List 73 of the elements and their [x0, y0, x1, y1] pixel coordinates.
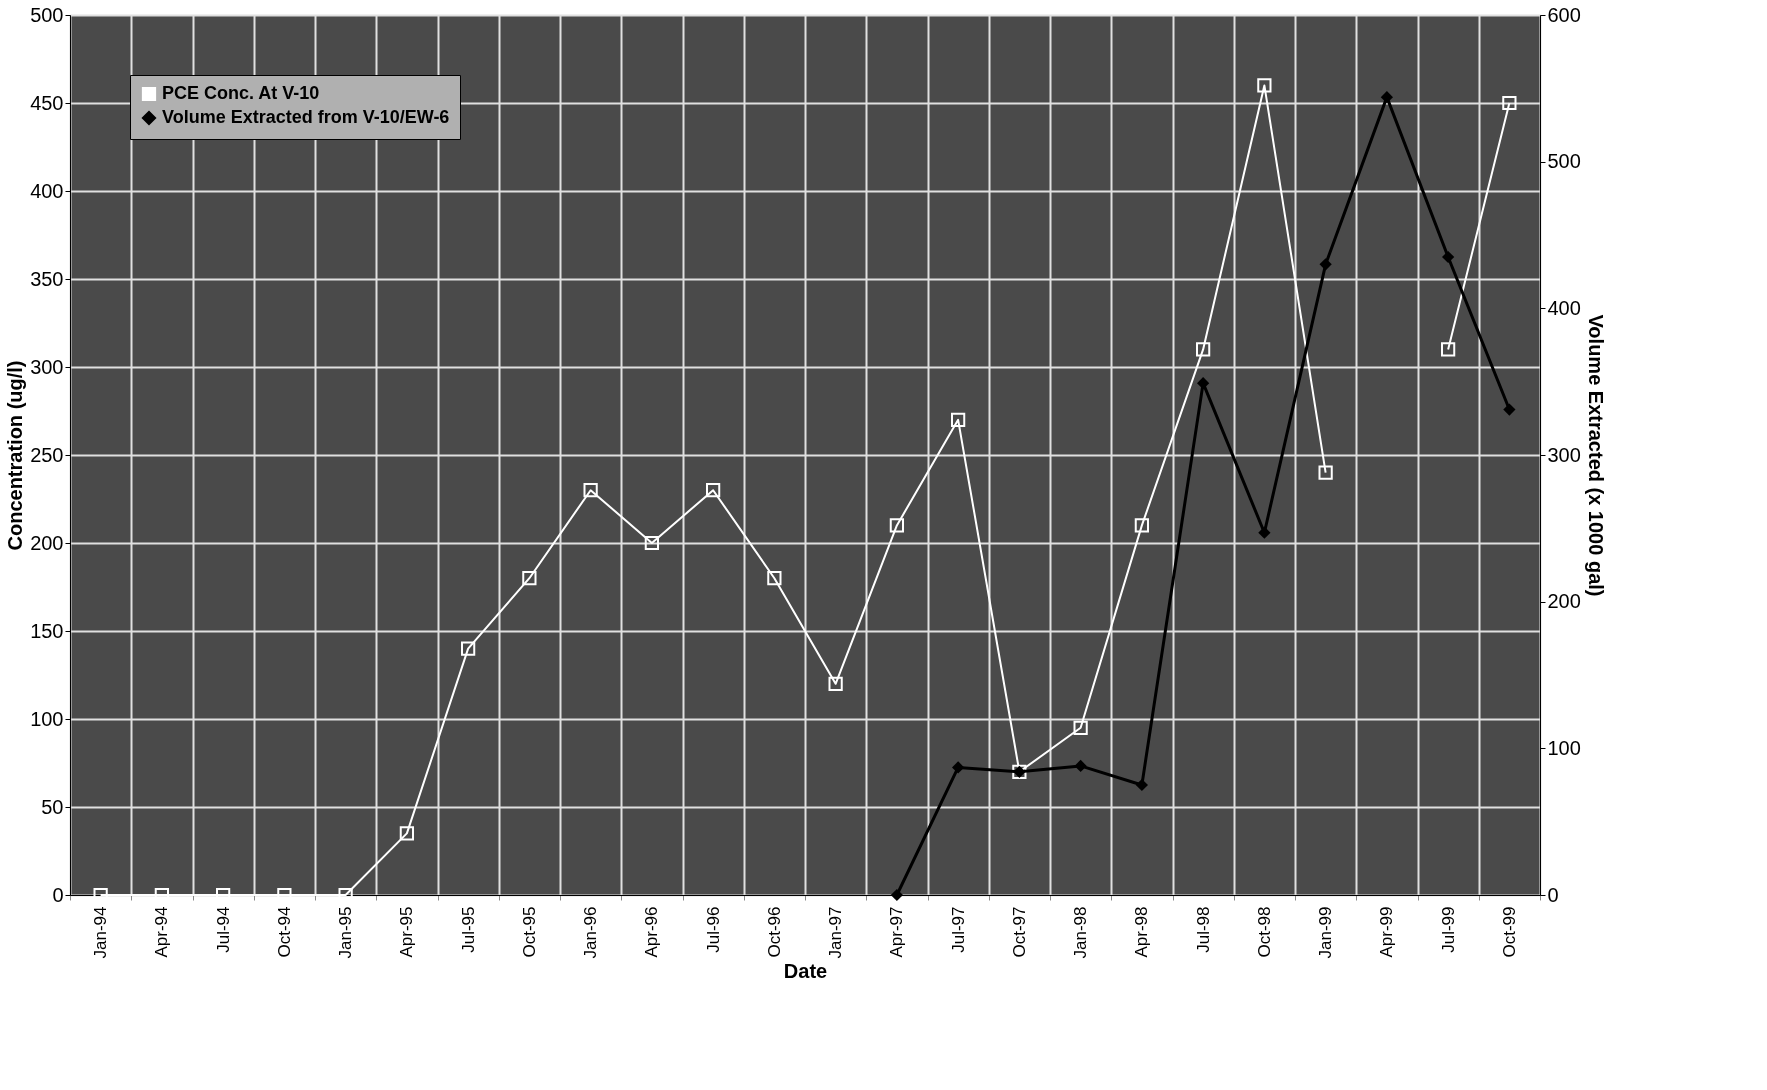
- x-tick-label: Jul-99: [1438, 906, 1458, 953]
- point: [1442, 250, 1455, 264]
- point: [1134, 518, 1149, 533]
- x-tick-label: Oct-97: [1009, 906, 1029, 958]
- x-tick-label: Jan-96: [581, 906, 601, 959]
- x-tick-label: Apr-94: [152, 906, 172, 958]
- point: [1074, 759, 1087, 773]
- point: [951, 412, 966, 427]
- y2-tick-label: 500: [1547, 150, 1581, 173]
- y-tick-label: 0: [52, 883, 64, 906]
- point: [889, 518, 904, 533]
- x-tick-label: Jul-95: [458, 906, 478, 953]
- point: [706, 483, 721, 498]
- point: [1196, 342, 1211, 357]
- point: [1503, 403, 1516, 416]
- y2-tick-label: 100: [1547, 736, 1581, 759]
- point: [1502, 95, 1517, 111]
- point: [1319, 258, 1332, 271]
- point: [522, 571, 537, 586]
- x-tick-label: Oct-94: [274, 906, 294, 958]
- y-tick-label: 300: [30, 355, 64, 378]
- x-tick-label: Jul-94: [213, 906, 233, 953]
- point: [952, 761, 965, 774]
- y-tick-label: 150: [30, 619, 64, 642]
- y2-tick-label: 200: [1547, 590, 1581, 613]
- x-tick-label: Oct-99: [1499, 906, 1519, 958]
- point: [1441, 342, 1456, 357]
- y-axis-title: Concentration (ug/l): [4, 360, 27, 551]
- legend-label: Volume Extracted from V-10/EW-6: [162, 107, 450, 127]
- point: [1258, 526, 1271, 539]
- point: [1135, 778, 1148, 792]
- y-tick-label: 450: [30, 91, 64, 114]
- point: [1318, 465, 1333, 480]
- x-tick-label: Apr-96: [642, 906, 662, 958]
- point: [644, 535, 659, 551]
- x-tick-label: Apr-98: [1132, 906, 1152, 958]
- x-tick-label: Oct-96: [764, 906, 784, 958]
- y-tick-label: 350: [30, 267, 64, 290]
- x-tick-label: Jan-94: [91, 906, 111, 959]
- y-tick-label: 200: [30, 531, 64, 554]
- y-tick-label: 500: [30, 3, 64, 26]
- y2-tick-label: 300: [1547, 443, 1581, 466]
- y2-tick-label: 0: [1547, 883, 1559, 906]
- point: [828, 676, 843, 691]
- point: [583, 483, 598, 498]
- y2-tick-label: 600: [1547, 3, 1581, 26]
- x-tick-label: Apr-95: [397, 906, 417, 958]
- x-tick-label: Jul-98: [1193, 906, 1213, 953]
- x-tick-label: Jan-95: [336, 906, 356, 959]
- x-tick-label: Apr-99: [1377, 906, 1397, 958]
- x-axis-title: Date: [783, 960, 828, 983]
- point: [399, 826, 414, 841]
- y-tick-label: 250: [30, 443, 64, 466]
- point: [1380, 91, 1393, 104]
- x-tick-label: Apr-97: [887, 906, 907, 958]
- x-tick-label: Jan-97: [826, 906, 846, 959]
- legend-label: PCE Conc. At V-10: [162, 83, 320, 103]
- y-tick-label: 400: [30, 179, 64, 202]
- x-tick-label: Oct-98: [1254, 906, 1274, 958]
- x-tick-label: Jan-99: [1316, 906, 1336, 959]
- point: [461, 641, 476, 656]
- point: [767, 571, 782, 586]
- point: [890, 888, 903, 902]
- x-tick-label: Jul-96: [703, 906, 723, 953]
- y-tick-label: 50: [41, 795, 64, 818]
- y2-axis-title: Volume Extracted (x 1000 gal): [1584, 314, 1607, 597]
- y2-tick-label: 400: [1547, 296, 1581, 319]
- point: [1073, 720, 1088, 735]
- point: [1257, 78, 1272, 93]
- x-tick-label: Jan-98: [1071, 906, 1091, 959]
- x-tick-label: Oct-95: [519, 906, 539, 958]
- x-tick-label: Jul-97: [948, 906, 968, 953]
- y-tick-label: 100: [30, 707, 64, 730]
